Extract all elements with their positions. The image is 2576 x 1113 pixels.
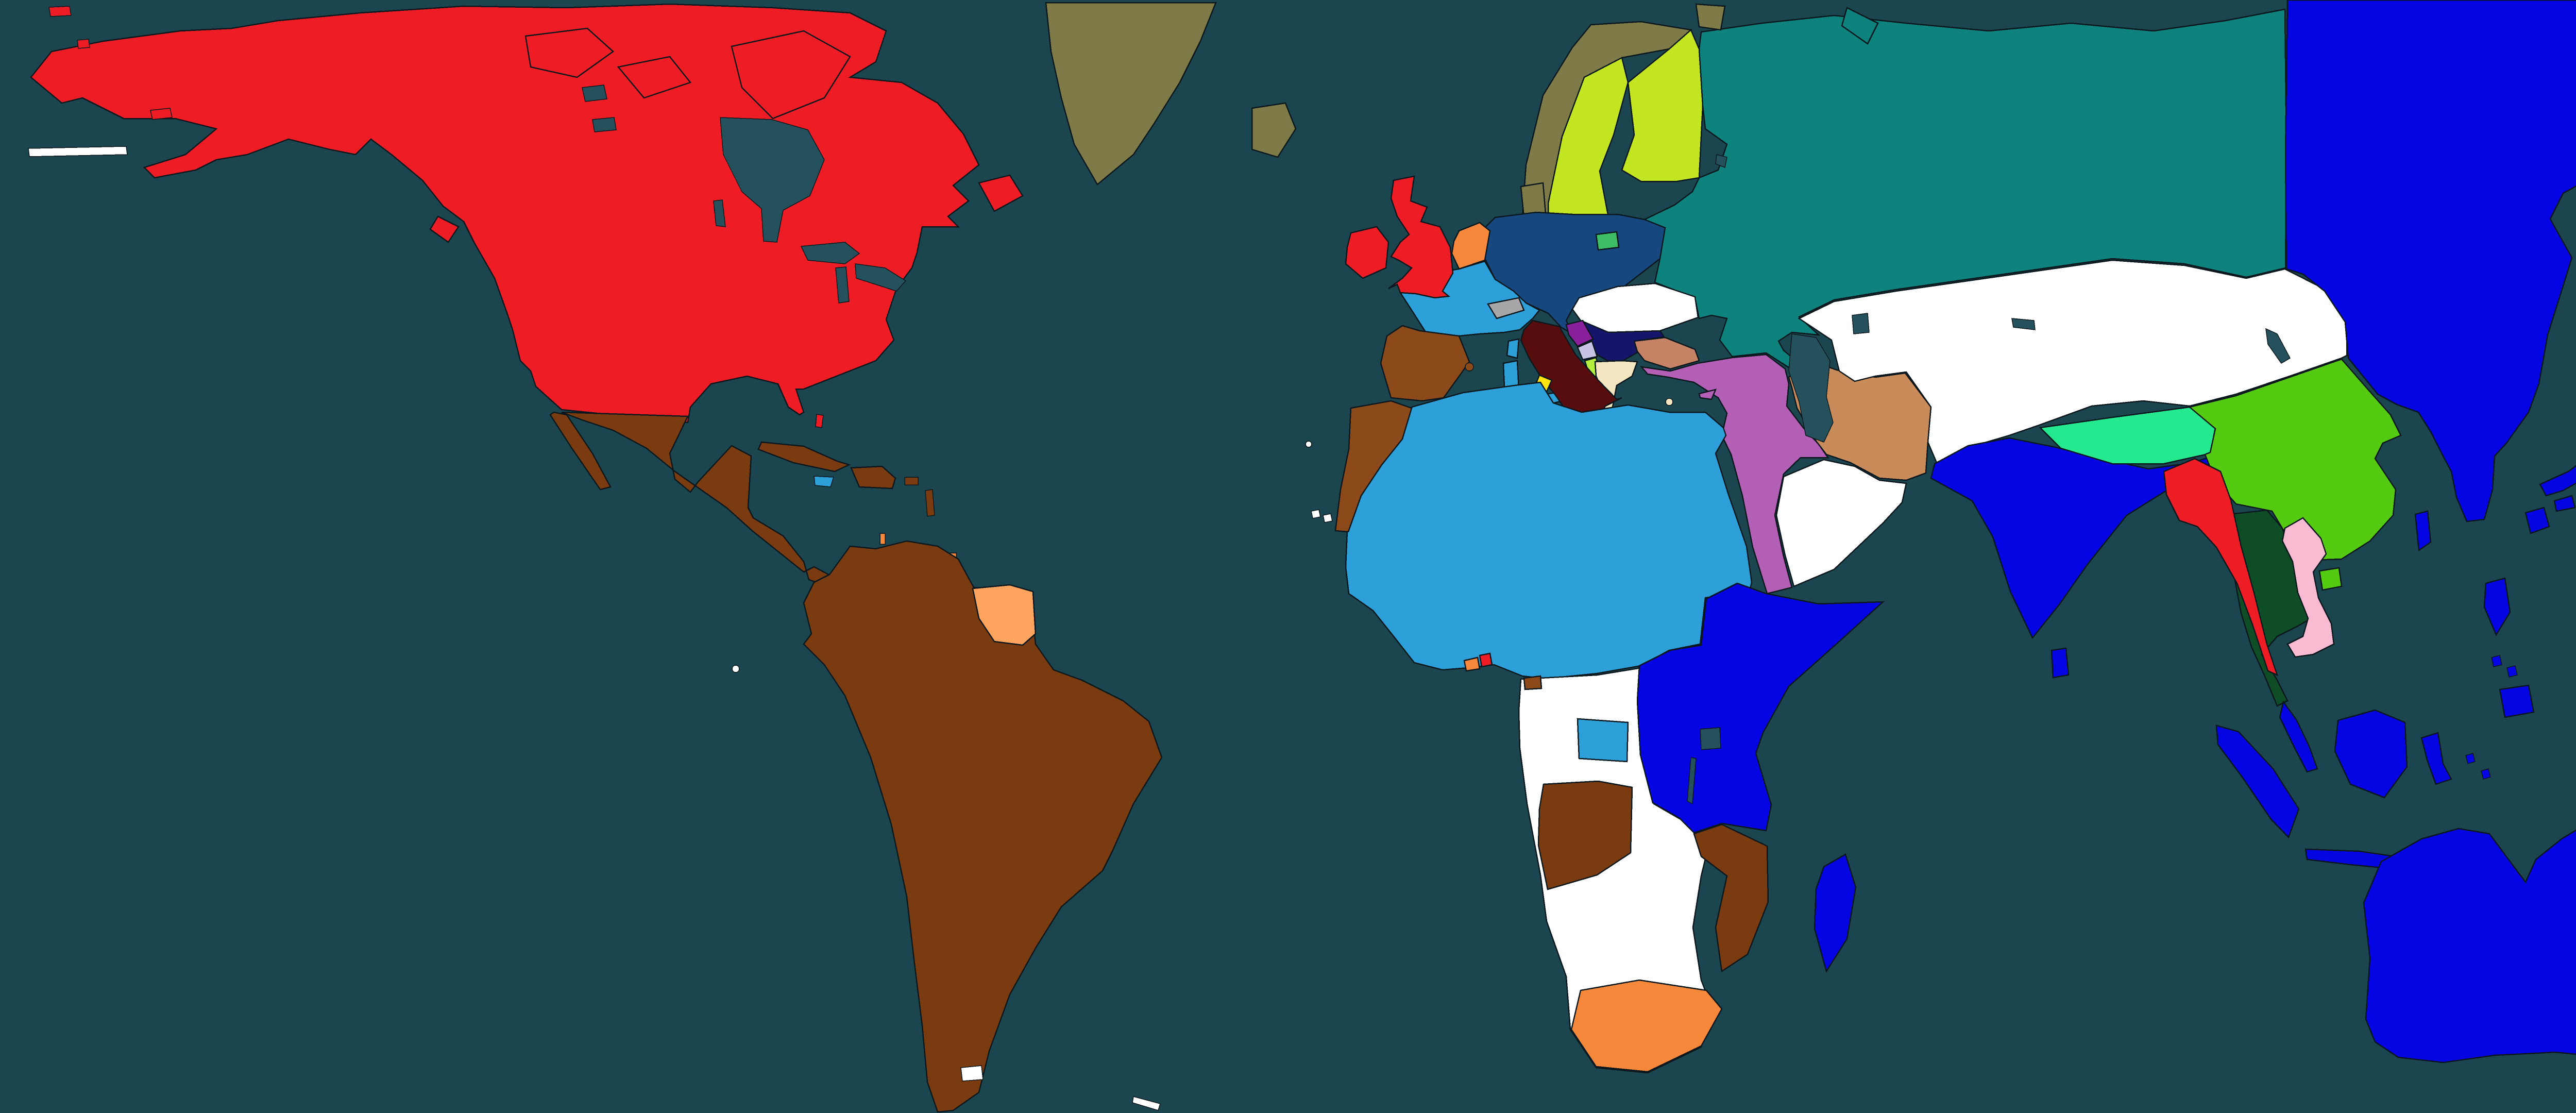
lake-winnipeg [713,199,726,227]
region-newfoundland[interactable] [978,174,1024,212]
region-visayas[interactable] [2491,655,2518,678]
region-luzon[interactable] [2483,577,2511,636]
region-galapagos[interactable] [732,665,740,673]
lake-balkhash [2011,318,2036,330]
region-borneo[interactable] [2334,709,2408,799]
lakes-huron-erie-ontario [855,263,907,292]
region-south-africa[interactable] [1570,979,1723,1073]
region-bahamas[interactable] [815,414,824,428]
region-baffin-island[interactable] [731,30,851,120]
region-balearics[interactable] [1465,362,1474,372]
region-aleutians-west[interactable] [28,146,128,157]
great-slave-lake [592,117,617,132]
region-arctic-island[interactable] [617,56,692,99]
region-low-countries[interactable] [1451,222,1491,270]
region-mindanao[interactable] [2499,684,2535,718]
great-bear-lake [582,85,607,102]
region-hainan[interactable] [2318,567,2343,591]
region-katanga-patch[interactable] [1577,718,1629,763]
region-greenland[interactable] [1045,2,1217,185]
region-cuba[interactable] [757,441,851,473]
region-australia[interactable] [2363,820,2576,1064]
region-shikoku[interactable] [2553,495,2576,512]
region-nunivak-island[interactable] [77,39,90,49]
lake-tanganyika [1687,757,1697,805]
region-britain[interactable] [1388,175,1454,299]
region-hispaniola[interactable] [850,465,896,490]
region-malaya[interactable] [2279,700,2318,773]
region-curacao[interactable] [879,533,886,545]
region-arabia-interior[interactable] [1775,459,1907,587]
region-jamaica[interactable] [814,476,835,487]
region-guianas[interactable] [972,584,1037,646]
region-novaya-zemlya[interactable] [1841,7,1879,45]
region-finland[interactable] [1621,28,1704,182]
region-ireland[interactable] [1345,226,1389,279]
region-svalbard[interactable] [1695,3,1726,31]
region-vancouver-island[interactable] [429,215,460,243]
region-gold-coast-red[interactable] [1479,652,1493,668]
region-falkland-islands[interactable] [960,1065,984,1082]
lake-baikal [2265,328,2291,364]
region-moluccas[interactable] [2465,753,2491,780]
region-taiwan[interactable] [2414,510,2432,552]
lake-victoria [1700,727,1721,750]
lake-ladoga [1715,154,1727,168]
region-green-city-state[interactable] [1595,231,1620,251]
region-montenegro[interactable] [1577,340,1598,361]
region-iceland[interactable] [1251,102,1297,158]
region-bosnia[interactable] [1565,319,1594,347]
region-switzerland[interactable] [1487,297,1525,319]
region-lesser-antilles[interactable] [925,489,935,517]
region-burma[interactable] [2163,458,2279,677]
region-north-africa[interactable] [1345,381,1753,680]
lake-superior [800,242,860,264]
region-gold-coast-orange[interactable] [1463,656,1481,672]
region-baja-california[interactable] [549,411,612,491]
region-honshu[interactable] [2539,424,2576,497]
region-central-asia[interactable] [1798,259,2348,465]
region-south-georgia[interactable] [1132,1096,1161,1111]
region-aleutians-east[interactable] [150,108,173,120]
region-kyushu[interactable] [2524,507,2550,534]
region-vietnam[interactable] [2281,517,2335,658]
region-ottoman-levant[interactable] [1639,353,1829,595]
region-madeira[interactable] [1305,441,1312,448]
lake-michigan [835,266,850,303]
region-north-america[interactable] [30,3,980,424]
caspian-sea [1788,333,1834,443]
region-east-africa[interactable] [1636,582,1885,834]
region-south-america[interactable] [803,540,1163,1113]
region-iberia[interactable] [1380,325,1470,402]
region-angola[interactable] [1537,780,1633,890]
region-marmara[interactable] [1633,336,1700,370]
region-rio-muni[interactable] [1523,675,1543,690]
region-banks-victoria-island[interactable] [524,27,614,78]
region-rhodes[interactable] [1665,398,1673,406]
region-canary-islands[interactable] [1311,509,1333,523]
region-sulawesi[interactable] [2420,732,2452,785]
region-madagascar[interactable] [1814,853,1857,973]
region-sumatra[interactable] [2215,724,2300,839]
region-morocco[interactable] [1334,400,1413,533]
aral-sea [1852,313,1870,334]
region-puerto-rico[interactable] [904,477,919,485]
region-cyprus[interactable] [1698,389,1717,400]
hudson-bay [720,117,825,243]
region-mozambique[interactable] [1693,823,1769,973]
region-corsica[interactable] [1506,338,1520,359]
region-ceylon[interactable] [2050,647,2070,679]
region-hungary-romania[interactable] [1571,282,1699,333]
region-northeast-asia-blue[interactable] [2284,0,2576,522]
region-st-lawrence-island[interactable] [48,6,72,17]
